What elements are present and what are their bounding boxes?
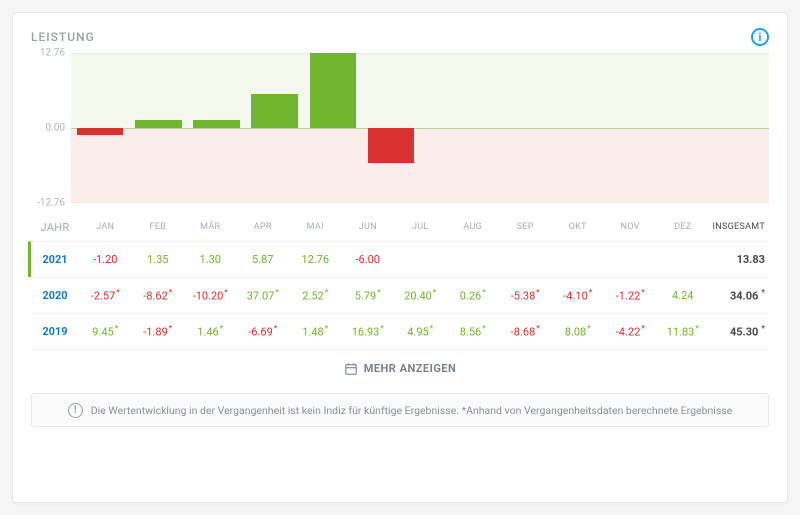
chart-bar-slot [71, 53, 129, 203]
cell-value: 37.07* [237, 288, 290, 303]
card-title: LEISTUNG [31, 30, 95, 44]
calendar-icon [344, 362, 358, 376]
disclaimer-bar: ! Die Wertentwicklung in der Vergangenhe… [31, 393, 769, 427]
cell-value: -1.89* [132, 324, 185, 339]
cell-value: -6.69* [237, 324, 290, 339]
cell-value: 2.52* [289, 288, 342, 303]
col-month: JUN [342, 222, 395, 232]
cell-value: 16.93* [342, 324, 395, 339]
cell-total: 34.06 * [709, 288, 769, 303]
table-row[interactable]: 2020-2.57*-8.62*-10.20*37.07*2.52*5.79*2… [31, 277, 769, 313]
cell-value: 11.83* [657, 324, 710, 339]
chart-bar-slot [653, 53, 711, 203]
col-month: APR [237, 222, 290, 232]
cell-year: 2021 [31, 253, 79, 266]
chart-bar[interactable] [135, 120, 182, 128]
col-month: SEP [499, 222, 552, 232]
chart-bar-slot [187, 53, 245, 203]
chart-bar-slot [362, 53, 420, 203]
cell-value: 5.87 [237, 253, 290, 266]
chart-bar[interactable] [251, 94, 298, 129]
cell-value: -5.38* [499, 288, 552, 303]
cell-year: 2019 [31, 325, 79, 338]
cell-value: 12.76 [289, 253, 342, 266]
card-header: LEISTUNG i [31, 27, 769, 47]
show-more-button[interactable]: MEHR ANZEIGEN [31, 349, 769, 387]
chart-bar[interactable] [77, 128, 124, 135]
col-month: JUL [394, 222, 447, 232]
table-row[interactable]: 20199.45*-1.89*1.46*-6.69*1.48*16.93*4.9… [31, 313, 769, 349]
cell-value: -1.20 [79, 253, 132, 266]
cell-value: 1.35 [132, 253, 185, 266]
col-month: DEZ [657, 222, 710, 232]
col-month: MAI [289, 222, 342, 232]
col-month: OKT [552, 222, 605, 232]
info-icon[interactable]: i [751, 28, 769, 46]
col-month: JAN [79, 222, 132, 232]
cell-value: 1.46* [184, 324, 237, 339]
cell-value: 20.40* [394, 288, 447, 303]
col-year: JAHR [31, 221, 79, 234]
chart-plot [71, 53, 769, 203]
col-month: FEB [132, 222, 185, 232]
cell-value: 4.95* [394, 324, 447, 339]
cell-value: -1.22* [604, 288, 657, 303]
y-tick-mid: 0.00 [46, 123, 66, 134]
performance-card: LEISTUNG i 12.76 0.00 -12.76 JAHR JAN FE… [12, 12, 788, 503]
performance-table: JAHR JAN FEB MÄR APR MAI JUN JUL AUG SEP… [31, 213, 769, 349]
chart-bar[interactable] [193, 120, 240, 128]
cell-value: -4.10* [552, 288, 605, 303]
chart-bar[interactable] [310, 53, 357, 128]
cell-value: -6.00 [342, 253, 395, 266]
cell-value: 4.24 [657, 289, 710, 302]
cell-value: -10.20* [184, 288, 237, 303]
cell-value: 1.30 [184, 253, 237, 266]
cell-value: 5.79* [342, 288, 395, 303]
cell-value: -8.68* [499, 324, 552, 339]
cell-value: 8.56* [447, 324, 500, 339]
col-total: INSGESAMT [709, 222, 769, 232]
warning-icon: ! [68, 403, 83, 418]
chart-y-axis: 12.76 0.00 -12.76 [31, 53, 71, 203]
chart-bar-slot [536, 53, 594, 203]
performance-chart: 12.76 0.00 -12.76 [31, 53, 769, 203]
col-month: MÄR [184, 222, 237, 232]
show-more-label: MEHR ANZEIGEN [364, 362, 457, 375]
chart-bar-slot [129, 53, 187, 203]
chart-bar-slot [711, 53, 769, 203]
cell-value: 8.08* [552, 324, 605, 339]
chart-bar-slot [304, 53, 362, 203]
cell-value: 9.45* [79, 324, 132, 339]
cell-year: 2020 [31, 289, 79, 302]
cell-value: -2.57* [79, 288, 132, 303]
cell-value: -4.22* [604, 324, 657, 339]
cell-total: 45.30 * [709, 324, 769, 339]
y-tick-bot: -12.76 [37, 198, 65, 209]
table-row[interactable]: 2021-1.201.351.305.8712.76-6.00 13.83 [28, 241, 769, 277]
chart-bar-slot [595, 53, 653, 203]
chart-bar-slot [478, 53, 536, 203]
chart-bar-slot [246, 53, 304, 203]
chart-bars [71, 53, 769, 203]
col-month: NOV [604, 222, 657, 232]
table-header-row: JAHR JAN FEB MÄR APR MAI JUN JUL AUG SEP… [31, 213, 769, 241]
cell-value: -8.62* [132, 288, 185, 303]
cell-value: 0.26* [447, 288, 500, 303]
chart-bar[interactable] [368, 128, 415, 163]
cell-value: 1.48* [289, 324, 342, 339]
y-tick-top: 12.76 [40, 48, 65, 59]
col-month: AUG [447, 222, 500, 232]
chart-bar-slot [420, 53, 478, 203]
cell-total: 13.83 [709, 253, 769, 266]
disclaimer-text: Die Wertentwicklung in der Vergangenheit… [91, 404, 732, 417]
